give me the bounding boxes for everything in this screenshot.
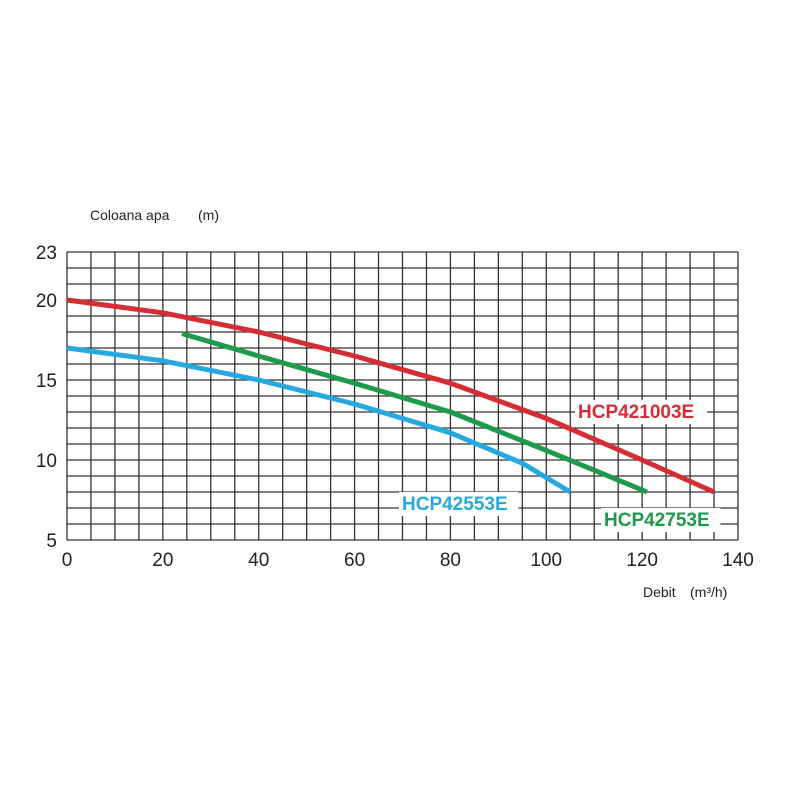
x-tick-label: 20 xyxy=(152,550,173,571)
series-line-hcp42753e xyxy=(181,331,648,495)
y-axis-label: Coloana apa xyxy=(90,207,170,223)
x-tick-label: 100 xyxy=(530,550,562,571)
series-line-hcp421003e xyxy=(66,297,716,495)
series-line-hcp42553e xyxy=(66,345,572,495)
x-tick-label: 140 xyxy=(722,550,754,571)
x-tick-label: 0 xyxy=(62,550,73,571)
y-tick-label: 10 xyxy=(36,451,57,472)
x-tick-label: 80 xyxy=(440,550,461,571)
series-label: HCP42753E xyxy=(604,510,710,531)
x-tick-label: 60 xyxy=(344,550,365,571)
x-axis-unit: (m³/h) xyxy=(690,584,727,600)
y-axis-unit: (m) xyxy=(198,207,219,223)
y-tick-label: 15 xyxy=(36,371,57,392)
series-label-bg xyxy=(399,492,519,516)
y-tick-label: 23 xyxy=(36,243,57,264)
tick-labels: 0 20 40 60 80 100 120 140 5 10 15 20 23 xyxy=(36,243,754,571)
y-tick-label: 20 xyxy=(36,291,57,312)
series-label-bg xyxy=(601,508,721,532)
y-tick-label: 5 xyxy=(46,531,57,552)
series-label: HCP421003E xyxy=(578,402,694,423)
x-tick-label: 120 xyxy=(626,550,658,571)
series-label: HCP42553E xyxy=(402,494,508,515)
series-labels: HCP421003E HCP42753E HCP42553E xyxy=(399,400,721,532)
x-axis-label: Debit xyxy=(643,584,676,600)
x-tick-label: 40 xyxy=(248,550,269,571)
series-lines xyxy=(66,297,716,495)
series-label-bg xyxy=(575,400,707,424)
